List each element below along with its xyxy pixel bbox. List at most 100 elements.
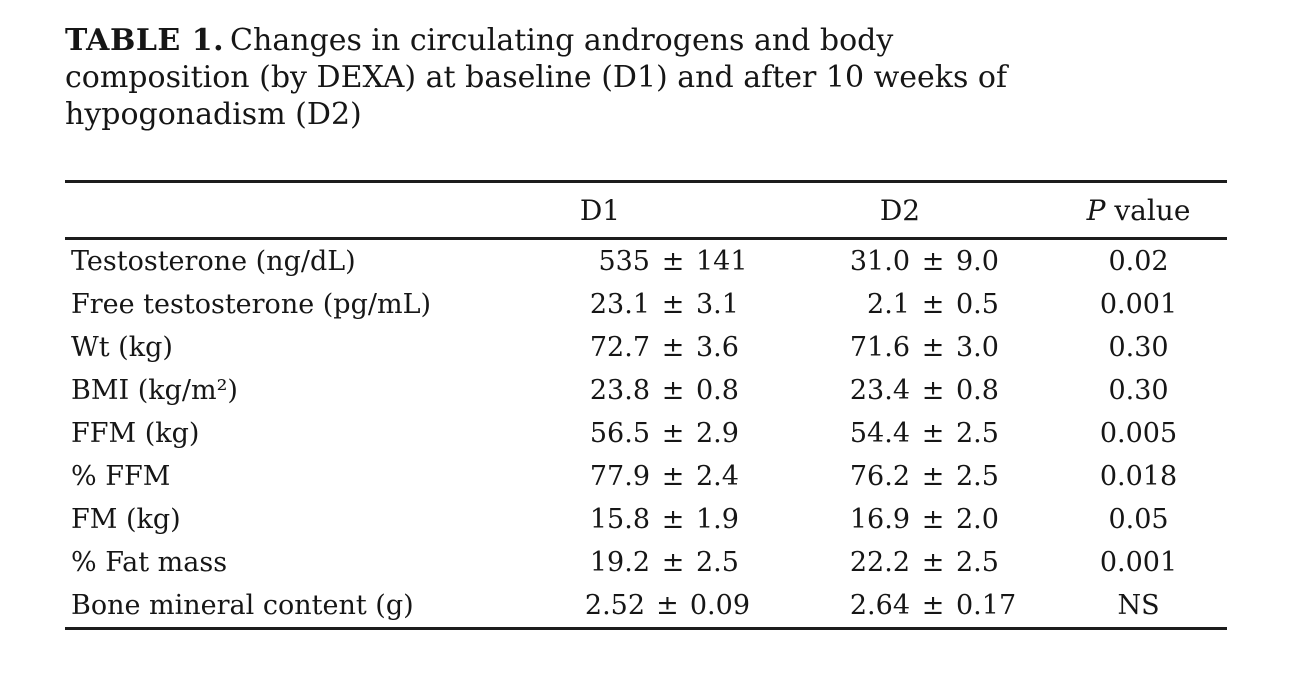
table-row: FFM (kg) 56.5 ±2.9 54.4 ±2.5 0.005 <box>65 412 1227 455</box>
d1-value: 2.52 ±0.09 <box>450 584 750 629</box>
d2-mean: 22.2 <box>849 547 910 578</box>
row-label: % Fat mass <box>71 547 228 578</box>
d1-value: 535 ±141 <box>450 239 750 284</box>
d2-value: 54.4 ±2.5 <box>750 412 1050 455</box>
caption-line-1: TABLE 1. Changes in circulating androgens… <box>65 22 1245 59</box>
table-header: D1 D2 P value <box>65 181 1227 240</box>
plus-minus: ± <box>656 590 679 621</box>
row-label: FM (kg) <box>71 504 181 535</box>
d2-sd: 2.0 <box>956 504 999 535</box>
d1-sd: 2.5 <box>696 547 739 578</box>
table-row: Testosterone (ng/dL) 535 ±141 31.0 ±9.0 0.… <box>65 239 1227 284</box>
header-empty <box>65 181 450 240</box>
plus-minus: ± <box>661 418 685 449</box>
plus-minus: ± <box>921 289 945 320</box>
d2-mean: 31.0 <box>849 246 910 277</box>
d1-value: 56.5 ±2.9 <box>450 412 750 455</box>
d1-mean: 72.7 <box>589 332 650 363</box>
d1-sd: 2.4 <box>696 461 739 492</box>
d1-value: 19.2 ±2.5 <box>450 541 750 584</box>
d1-sd: 1.9 <box>696 504 739 535</box>
p-italic: P <box>1086 193 1106 227</box>
plus-minus: ± <box>921 375 945 406</box>
d2-value: 16.9 ±2.0 <box>750 498 1050 541</box>
p-value: 0.05 <box>1108 504 1169 535</box>
d2-value: 2.1 ±0.5 <box>750 283 1050 326</box>
plus-minus: ± <box>661 547 685 578</box>
d1-mean: 23.8 <box>589 375 650 406</box>
plus-minus: ± <box>921 418 945 449</box>
header-row: D1 D2 P value <box>65 181 1227 240</box>
data-table: D1 D2 P value Testosterone (ng/dL) 535 ±1… <box>65 180 1227 630</box>
d2-sd: 2.5 <box>956 418 999 449</box>
d2-sd: 3.0 <box>956 332 999 363</box>
d2-mean: 71.6 <box>849 332 910 363</box>
plus-minus: ± <box>661 246 685 277</box>
d1-mean: 2.52 <box>584 590 646 621</box>
plus-minus: ± <box>921 461 945 492</box>
plus-minus: ± <box>661 375 685 406</box>
header-d1: D1 <box>450 181 750 240</box>
plus-minus: ± <box>921 504 945 535</box>
d2-value: 31.0 ±9.0 <box>750 239 1050 284</box>
d1-mean: 23.1 <box>589 289 650 320</box>
row-label: FFM (kg) <box>71 418 200 449</box>
d2-mean: 2.1 <box>867 289 910 320</box>
plus-minus: ± <box>921 332 945 363</box>
p-value: 0.02 <box>1108 246 1169 277</box>
d1-value: 23.1 ±3.1 <box>450 283 750 326</box>
d2-mean: 23.4 <box>849 375 910 406</box>
d1-mean: 77.9 <box>589 461 650 492</box>
row-label: Free testosterone (pg/mL) <box>71 289 432 320</box>
d2-sd: 0.8 <box>956 375 999 406</box>
row-label: Wt (kg) <box>71 332 173 363</box>
d1-mean: 535 <box>598 246 650 277</box>
table-row: % FFM 77.9 ±2.4 76.2 ±2.5 0.018 <box>65 455 1227 498</box>
d2-value: 76.2 ±2.5 <box>750 455 1050 498</box>
d1-mean: 56.5 <box>589 418 650 449</box>
d1-sd: 0.8 <box>696 375 739 406</box>
d2-mean: 16.9 <box>849 504 910 535</box>
d1-sd: 141 <box>696 246 748 277</box>
row-label: Bone mineral content (g) <box>71 590 414 621</box>
p-value: 0.30 <box>1108 375 1169 406</box>
caption-line-3: hypogonadism (D2) <box>65 97 362 132</box>
d1-value: 77.9 ±2.4 <box>450 455 750 498</box>
d1-sd: 0.09 <box>689 590 750 621</box>
d2-mean: 54.4 <box>849 418 910 449</box>
d2-sd: 0.5 <box>956 289 999 320</box>
table-row: FM (kg) 15.8 ±1.9 16.9 ±2.0 0.05 <box>65 498 1227 541</box>
plus-minus: ± <box>661 332 685 363</box>
caption-line-2: composition (by DEXA) at baseline (D1) a… <box>65 60 1008 95</box>
d2-value: 23.4 ±0.8 <box>750 369 1050 412</box>
plus-minus: ± <box>661 461 685 492</box>
table-row: Bone mineral content (g) 2.52 ±0.09 2.64 ±… <box>65 584 1227 629</box>
table-caption: TABLE 1. Changes in circulating androgens… <box>65 22 1245 133</box>
d2-value: 22.2 ±2.5 <box>750 541 1050 584</box>
d1-value: 72.7 ±3.6 <box>450 326 750 369</box>
plus-minus: ± <box>921 547 945 578</box>
row-label: Testosterone (ng/dL) <box>71 246 356 277</box>
row-label: % FFM <box>71 461 171 492</box>
table-row: Free testosterone (pg/mL) 23.1 ±3.1 2.1 ±0… <box>65 283 1227 326</box>
d1-value: 15.8 ±1.9 <box>450 498 750 541</box>
d1-mean: 15.8 <box>589 504 650 535</box>
p-value: 0.001 <box>1099 547 1178 578</box>
plus-minus: ± <box>921 246 945 277</box>
d2-value: 71.6 ±3.0 <box>750 326 1050 369</box>
table-number-label: TABLE 1. <box>65 23 225 58</box>
plus-minus: ± <box>661 504 685 535</box>
plus-minus: ± <box>921 590 945 621</box>
p-value: 0.005 <box>1099 418 1178 449</box>
caption-text-1: Changes in circulating androgens and bod… <box>230 23 894 58</box>
d2-sd: 2.5 <box>956 547 999 578</box>
p-value: 0.30 <box>1108 332 1169 363</box>
plus-minus: ± <box>661 289 685 320</box>
p-value: NS <box>1117 590 1160 621</box>
d1-sd: 3.1 <box>696 289 739 320</box>
d2-sd: 0.17 <box>956 590 1017 621</box>
p-value: 0.018 <box>1099 461 1178 492</box>
header-p-value: P value <box>1050 181 1227 240</box>
d2-sd: 2.5 <box>956 461 999 492</box>
